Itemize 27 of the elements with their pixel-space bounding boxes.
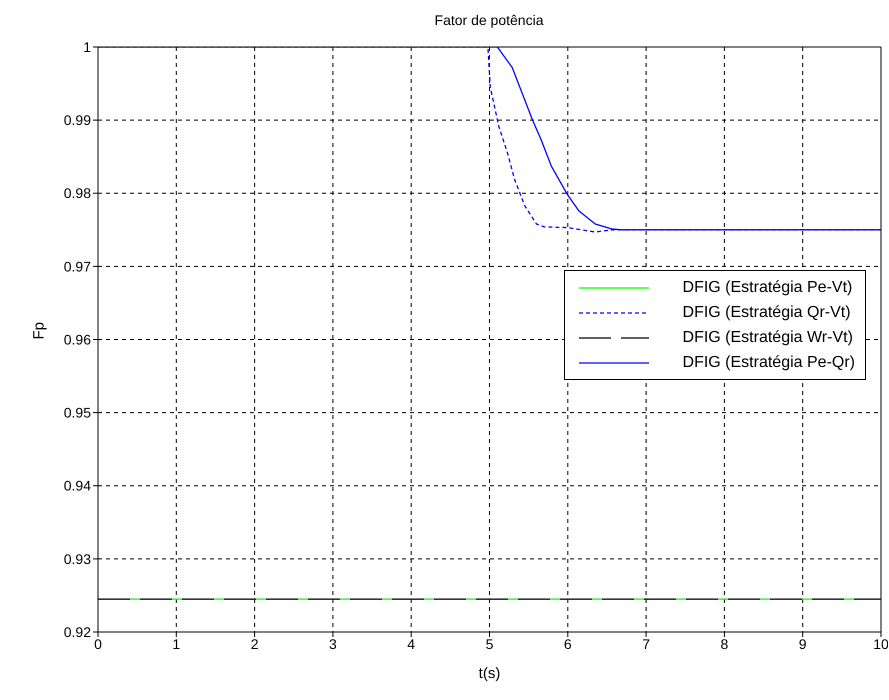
x-tick-label: 1 <box>172 636 180 652</box>
y-tick-label: 0.93 <box>64 550 92 567</box>
x-tick-label: 2 <box>250 636 259 652</box>
chart-title: Fator de potência <box>434 12 544 28</box>
x-tick-label: 7 <box>642 636 650 652</box>
x-tick-label: 5 <box>486 636 494 652</box>
y-tick-label: 0.92 <box>64 624 92 640</box>
y-tick-label: 0.97 <box>64 258 92 274</box>
x-tick-label: 4 <box>407 636 416 652</box>
x-tick-label: 3 <box>329 636 337 652</box>
y-tick-label: 0.95 <box>64 404 92 421</box>
x-tick-label: 6 <box>564 636 572 652</box>
y-axis-title: Fp <box>30 322 48 340</box>
x-tick-label: 10 <box>873 636 889 652</box>
legend-label: DFIG (Estratégia Pe-Vt) <box>682 278 852 298</box>
x-axis-title: t(s) <box>478 665 500 682</box>
legend-label: DFIG (Estratégia Pe-Qr) <box>682 353 855 373</box>
legend-label: DFIG (Estratégia Qr-Vt) <box>682 303 851 323</box>
legend-label: DFIG (Estratégia Wr-Vt) <box>682 328 853 348</box>
y-tick-label: 0.94 <box>64 478 92 494</box>
x-tick-label: 9 <box>798 636 807 652</box>
y-tick-label: 0.99 <box>64 112 92 128</box>
y-tick-label: 0.98 <box>64 185 92 202</box>
x-tick-label: 0 <box>94 636 102 652</box>
y-tick-label: 0.96 <box>64 331 92 348</box>
y-tick-label: 1 <box>83 38 92 55</box>
x-tick-label: 8 <box>720 636 728 652</box>
